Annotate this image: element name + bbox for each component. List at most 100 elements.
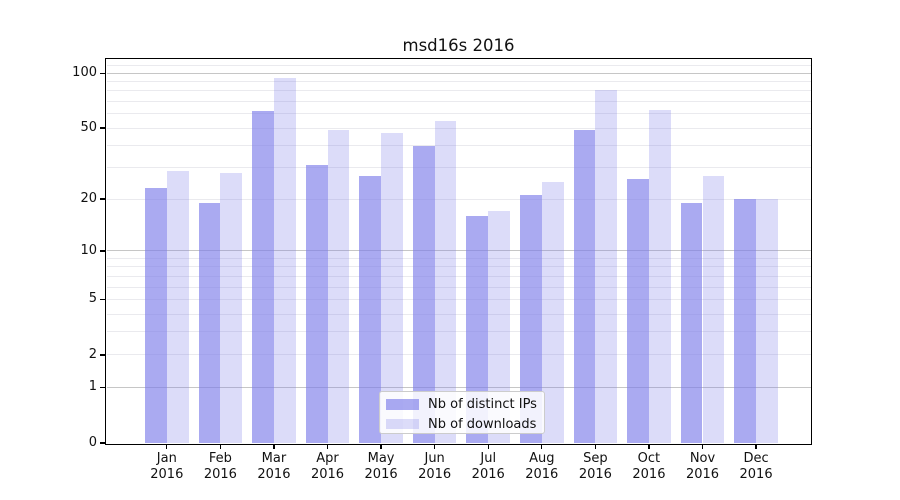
bar-downloads-nov: [702, 176, 725, 443]
month-label: Nov: [689, 451, 716, 466]
x-tick-label-jul: Jul 2016: [448, 451, 528, 482]
month-label: Jul: [480, 451, 497, 466]
bar-distinct-ips-oct: [627, 178, 649, 443]
bar-distinct-ips-jul: [466, 216, 489, 443]
year-label: 2016: [418, 466, 452, 482]
y-tick-label-1: 1: [88, 379, 97, 395]
x-tick-label-aug: Aug 2016: [502, 451, 582, 482]
bar-downloads-dec: [756, 199, 778, 443]
year-label: 2016: [471, 466, 505, 482]
minor-gridline-80: [107, 90, 811, 92]
minor-gridline-110: [107, 65, 811, 67]
y-tick-label-20: 20: [80, 191, 97, 207]
year-label: 2016: [739, 466, 773, 482]
y-tick-label-10: 10: [80, 242, 97, 258]
minor-gridline-60: [107, 113, 811, 115]
legend-row-distinct-ips: Nb of distinct IPs: [386, 396, 538, 413]
bar-distinct-ips-mar: [252, 111, 274, 443]
bar-downloads-apr: [327, 129, 350, 443]
minor-gridline-9: [107, 258, 811, 260]
y-tick-5: [100, 298, 106, 301]
minor-gridline-4: [107, 313, 811, 315]
x-tick-jul: [487, 444, 489, 450]
x-tick-label-may: May 2016: [341, 451, 421, 482]
bar-downloads-jun: [434, 120, 457, 443]
minor-gridline-2: [107, 354, 811, 356]
bar-distinct-ips-jun: [412, 145, 435, 443]
year-label: 2016: [578, 466, 612, 482]
bar-distinct-ips-aug: [519, 195, 542, 443]
bar-downloads-jul: [488, 211, 511, 443]
month-label: Jan: [156, 451, 177, 466]
y-tick-50: [100, 127, 106, 129]
bar-downloads-jan: [166, 170, 189, 443]
y-tick-1: [100, 386, 106, 389]
bar-layer: [107, 60, 811, 444]
bar-distinct-ips-dec: [734, 199, 757, 443]
minor-gridline-5: [107, 298, 811, 300]
major-gridline-10: [107, 250, 811, 252]
x-tick-label-mar: Mar 2016: [234, 451, 314, 482]
bar-downloads-may: [381, 132, 403, 443]
month-label: Feb: [208, 451, 232, 466]
y-tick-label-100: 100: [72, 65, 97, 81]
legend-label-downloads: Nb of downloads: [428, 416, 537, 432]
minor-gridline-20: [107, 198, 811, 200]
bar-distinct-ips-sep: [573, 129, 596, 443]
minor-gridline-7: [107, 275, 811, 277]
major-gridline-1: [107, 386, 811, 388]
x-tick-label-jan: Jan 2016: [127, 451, 207, 482]
x-tick-dec: [755, 444, 757, 450]
bar-distinct-ips-nov: [680, 203, 703, 443]
minor-gridline-30: [107, 167, 811, 169]
legend-swatch-downloads: [386, 418, 419, 430]
y-tick-label-0: 0: [88, 435, 97, 450]
minor-gridline-3: [107, 331, 811, 333]
x-tick-label-nov: Nov 2016: [663, 451, 743, 482]
legend-label-distinct-ips: Nb of distinct IPs: [428, 397, 537, 412]
x-tick-label-jun: Jun 2016: [395, 451, 475, 482]
bar-distinct-ips-feb: [198, 203, 221, 443]
bar-downloads-aug: [541, 182, 564, 443]
year-label: 2016: [150, 466, 184, 482]
year-label: 2016: [257, 466, 291, 482]
bar-downloads-feb: [220, 173, 243, 443]
minor-gridline-50: [107, 127, 811, 129]
y-tick-label-2: 2: [88, 346, 97, 362]
year-label: 2016: [310, 466, 345, 482]
year-label: 2016: [632, 466, 666, 482]
bar-distinct-ips-apr: [305, 165, 328, 443]
x-tick-label-oct: Oct 2016: [609, 451, 689, 482]
year-label: 2016: [203, 466, 237, 482]
y-tick-label-5: 5: [88, 291, 97, 307]
x-tick-mar: [273, 444, 275, 450]
major-gridline-100: [107, 72, 811, 74]
bar-downloads-mar: [273, 78, 296, 443]
x-tick-aug: [541, 444, 543, 450]
minor-gridline-90: [107, 81, 811, 83]
year-label: 2016: [525, 466, 559, 482]
x-tick-label-feb: Feb 2016: [180, 451, 260, 482]
grid-layer: [107, 60, 811, 444]
x-tick-apr: [326, 444, 329, 450]
minor-gridline-40: [107, 145, 811, 147]
y-tick-100: [100, 72, 106, 74]
month-label: May: [367, 451, 395, 466]
x-tick-may: [380, 444, 382, 450]
y-tick-label-50: 50: [80, 120, 97, 136]
month-label: Jun: [424, 451, 445, 466]
year-label: 2016: [364, 466, 398, 482]
plot-area: [107, 60, 811, 444]
month-label: Aug: [529, 451, 555, 466]
y-tick-2: [100, 354, 106, 356]
bar-distinct-ips-may: [359, 176, 382, 443]
minor-gridline-6: [107, 286, 811, 288]
bar-distinct-ips-jan: [145, 188, 167, 443]
x-tick-label-sep: Sep 2016: [555, 451, 635, 482]
x-tick-nov: [701, 444, 704, 450]
x-tick-oct: [648, 444, 650, 450]
month-label: Oct: [637, 451, 661, 466]
legend: Nb of distinct IPs Nb of downloads: [379, 391, 545, 434]
minor-gridline-8: [107, 266, 811, 268]
year-label: 2016: [685, 466, 720, 482]
